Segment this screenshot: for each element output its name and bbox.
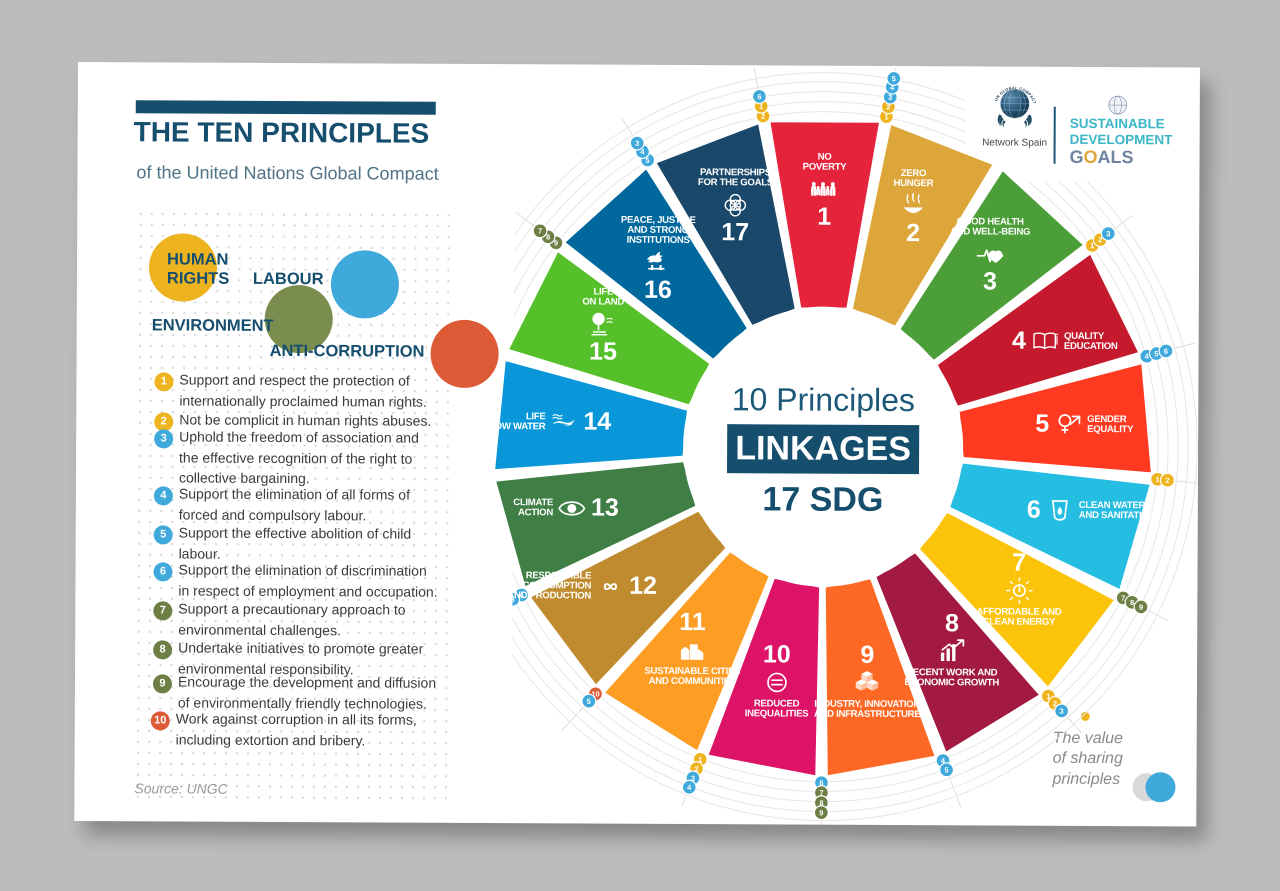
- svg-text:2: 2: [1165, 476, 1169, 485]
- svg-text:1: 1: [486, 472, 490, 481]
- svg-text:9: 9: [1139, 603, 1143, 612]
- svg-text:5: 5: [587, 697, 591, 706]
- svg-text:8: 8: [1130, 598, 1134, 607]
- svg-text:5: 5: [892, 74, 896, 83]
- svg-text:7: 7: [498, 349, 502, 358]
- svg-text:7: 7: [538, 226, 542, 235]
- svg-text:6: 6: [757, 92, 761, 101]
- svg-text:3: 3: [1060, 707, 1064, 716]
- svg-text:3: 3: [635, 139, 639, 148]
- svg-text:5: 5: [944, 766, 948, 775]
- svg-text:9: 9: [819, 808, 823, 817]
- svg-text:8: 8: [1010, 141, 1014, 150]
- svg-text:1: 1: [1155, 475, 1159, 484]
- svg-text:2: 2: [476, 473, 480, 482]
- svg-text:9: 9: [479, 343, 483, 352]
- svg-text:7: 7: [1005, 149, 1009, 158]
- svg-text:3: 3: [1106, 229, 1110, 238]
- svg-text:6: 6: [999, 158, 1003, 167]
- svg-text:8: 8: [489, 346, 493, 355]
